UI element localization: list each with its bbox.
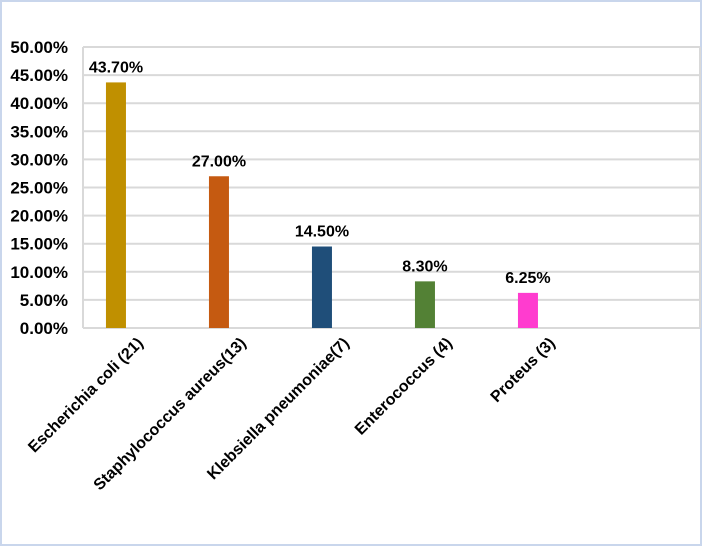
y-tick-label: 15.00%: [10, 235, 68, 254]
y-tick-label: 30.00%: [10, 150, 68, 169]
y-tick-label: 40.00%: [10, 94, 68, 113]
y-tick-label: 50.00%: [10, 38, 68, 57]
y-tick-label: 35.00%: [10, 122, 68, 141]
y-tick-label: 45.00%: [10, 66, 68, 85]
y-tick-label: 0.00%: [20, 319, 68, 338]
bar: [517, 292, 538, 328]
data-label: 43.70%: [89, 59, 143, 76]
y-tick-label: 5.00%: [20, 291, 68, 310]
bar: [105, 82, 126, 328]
y-tick-label: 10.00%: [10, 263, 68, 282]
data-label: 27.00%: [192, 153, 246, 170]
data-label: 6.25%: [505, 270, 550, 287]
bar: [208, 176, 229, 328]
y-tick-label: 25.00%: [10, 179, 68, 198]
bar: [414, 281, 435, 328]
data-label: 14.50%: [295, 224, 349, 241]
x-tick-label: Enterococcus (4): [352, 335, 456, 439]
y-tick-label: 20.00%: [10, 207, 68, 226]
x-tick-label: Proteus (3): [488, 335, 559, 406]
bar: [311, 246, 332, 328]
x-tick-label: Escherichia coli (21): [25, 335, 146, 456]
data-label: 8.30%: [402, 258, 447, 275]
